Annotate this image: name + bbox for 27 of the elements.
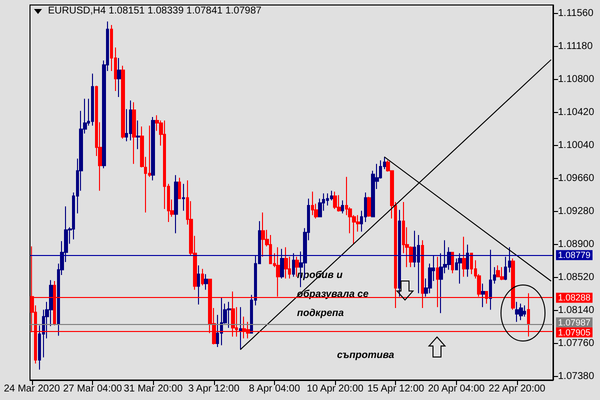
x-tick-label: 15 Apr 12:00 [367,384,425,394]
chart-title: EURUSD,H4 1.08151 1.08339 1.07841 1.07987 [48,6,262,16]
y-tick-label: 1.11560 [558,8,594,20]
ref-line-label: 1.07987 [558,317,591,328]
y-tick-label: 1.10800 [558,74,595,86]
x-tick-label: 27 Mar 04:00 [63,384,122,394]
ref-line-label: 1.08288 [558,292,591,303]
y-tick-label: 1.08140 [558,305,595,316]
y-tick-label: 1.08520 [558,272,595,284]
x-tick-label: 24 Mar 2020 [4,384,60,394]
ref-line-label: 1.07905 [558,327,591,338]
y-tick-label: 1.09280 [558,206,595,218]
x-tick-label: 31 Mar 20:00 [124,384,184,394]
y-tick-label: 1.11180 [558,41,594,52]
x-tick-label: 8 Apr 04:00 [248,384,300,394]
y-tick-label: 1.10040 [558,140,595,152]
x-tick-label: 22 Apr 20:00 [488,384,546,394]
x-tick-label: 20 Apr 04:00 [428,384,486,394]
y-tick-label: 1.08900 [558,239,595,250]
y-tick-label: 1.09660 [558,173,595,184]
x-tick-label: 3 Apr 12:00 [188,384,240,394]
y-tick-label: 1.10420 [558,107,595,118]
annotation: съпротива [337,350,395,361]
y-tick-label: 1.07760 [558,338,595,350]
y-tick-label: 1.07380 [558,371,595,382]
x-tick-label: 10 Apr 20:00 [306,384,364,394]
ref-line-label: 1.08779 [558,250,591,260]
